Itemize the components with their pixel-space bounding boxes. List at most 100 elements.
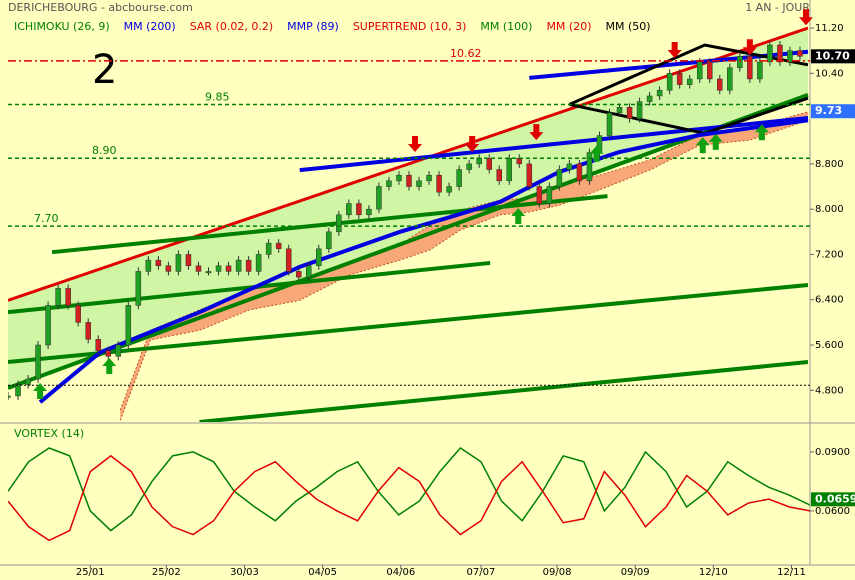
x-tick-label: 09/08 [543, 567, 572, 578]
candle [646, 95, 653, 102]
trend-line [568, 43, 809, 106]
candle [75, 305, 81, 323]
candle [476, 157, 482, 165]
level-label: 10.62 [450, 47, 482, 60]
buy-arrow [754, 124, 769, 141]
candle [416, 180, 422, 187]
candle [486, 157, 492, 170]
candle [295, 271, 302, 278]
last-value-label: 10.70 [815, 49, 850, 62]
vortex-line [8, 454, 810, 542]
candle [215, 265, 222, 272]
x-tick-label: 12/11 [777, 567, 806, 578]
candle [737, 56, 743, 68]
candle [326, 231, 332, 250]
candle [536, 186, 543, 204]
candle [496, 169, 502, 182]
last-value-label: 0.0659 [815, 492, 855, 505]
candle [446, 186, 452, 193]
y-tick-label: 4.800 [815, 385, 844, 396]
x-tick-label: 30/03 [230, 567, 259, 578]
candle [85, 322, 91, 340]
candle [506, 157, 513, 182]
candle [757, 61, 763, 80]
last-value-box [811, 49, 855, 64]
legend-entry: MM (20) [546, 20, 591, 33]
candle [346, 203, 352, 216]
candle [747, 56, 753, 80]
candle [616, 107, 623, 114]
y-tick-label: 6.400 [815, 295, 844, 306]
legend-entry: MM (100) [480, 20, 532, 33]
trend-line [199, 360, 809, 422]
candle [456, 169, 462, 187]
candle [406, 174, 412, 187]
candle [145, 259, 152, 272]
buy-arrow [708, 133, 723, 150]
candle [185, 254, 192, 267]
y-tick-label: 11.20 [815, 23, 844, 34]
x-tick-label: 07/07 [467, 567, 496, 578]
candle [255, 254, 262, 272]
candle [656, 90, 663, 97]
sell-arrow [742, 39, 757, 56]
vortex-line [8, 447, 810, 532]
last-value-box [811, 104, 855, 119]
candle [366, 208, 372, 216]
candle [265, 242, 272, 255]
level-label: 7.70 [34, 212, 59, 225]
candle [787, 50, 793, 63]
candle [676, 73, 683, 85]
buy-arrow [33, 382, 48, 399]
candle [135, 271, 142, 306]
candle [797, 50, 803, 57]
candle [396, 174, 402, 182]
candle [95, 339, 101, 351]
candle [727, 67, 733, 91]
candle [65, 288, 71, 306]
last-value-box [811, 492, 855, 507]
cloud-edge [119, 119, 809, 421]
candle [777, 44, 783, 63]
candle [717, 78, 723, 91]
candle [245, 259, 252, 272]
x-tick-label: 25/02 [152, 567, 181, 578]
candle [336, 214, 342, 233]
sell-arrow [408, 135, 423, 152]
x-tick-label: 25/01 [76, 567, 105, 578]
plot [8, 26, 809, 422]
x-tick-label: 12/10 [699, 567, 728, 578]
candle [706, 61, 713, 80]
y-tick-label: 8.800 [815, 159, 844, 170]
candle [696, 61, 703, 80]
candle [235, 259, 242, 272]
candle [125, 305, 132, 346]
candle [466, 163, 472, 170]
legend-entry: SAR (0.02, 0.2) [190, 20, 273, 33]
sell-arrow [798, 9, 813, 26]
buy-arrow [589, 145, 604, 162]
y-tick-label: 8.000 [815, 204, 844, 215]
candle [285, 248, 292, 272]
buy-arrow [511, 208, 526, 225]
candle [686, 78, 693, 85]
mmp-line [38, 118, 809, 404]
y-tick-label: 0.0900 [815, 447, 850, 458]
legend-entry: MM (200) [124, 20, 176, 33]
candle [566, 163, 573, 170]
last-value-label: 9.73 [815, 104, 842, 117]
period: 1 AN - JOUR [745, 1, 810, 14]
trend-line [8, 283, 809, 364]
candle [205, 271, 212, 274]
y-tick-label: 0.0600 [815, 506, 850, 517]
candle [516, 157, 523, 165]
trend-line [8, 260, 491, 315]
candle [426, 174, 432, 182]
x-tick-label: 09/09 [621, 567, 650, 578]
candle [636, 101, 643, 119]
candle [576, 163, 583, 182]
sell-arrow [667, 42, 682, 59]
chart-title: DERICHEBOURG - abcbourse.com [8, 1, 193, 14]
buy-arrow [695, 137, 710, 154]
